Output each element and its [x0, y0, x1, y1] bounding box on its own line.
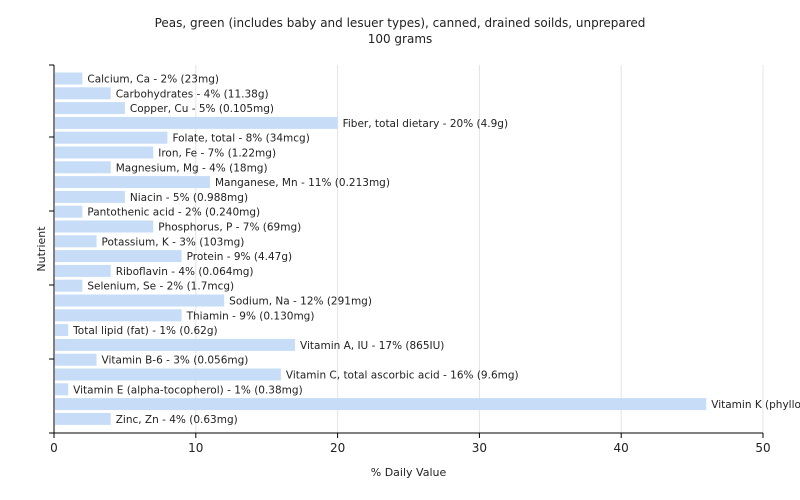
- bar: [55, 412, 111, 425]
- x-tick-label: 10: [188, 441, 203, 455]
- bar-label: Magnesium, Mg - 4% (18mg): [116, 162, 268, 174]
- bar: [55, 383, 69, 396]
- x-tick-label: 50: [755, 441, 770, 455]
- x-tick-label: 30: [472, 441, 487, 455]
- chart-title-block: Peas, green (includes baby and lesuer ty…: [0, 15, 800, 47]
- bar: [55, 264, 111, 277]
- bar-label: Protein - 9% (4.47g): [187, 251, 293, 263]
- x-tick-label: 0: [50, 441, 58, 455]
- bar: [55, 235, 97, 248]
- bar: [55, 102, 125, 115]
- bar-label: Vitamin C, total ascorbic acid - 16% (9.…: [286, 370, 519, 382]
- bar: [55, 368, 281, 381]
- bar: [55, 324, 69, 337]
- bar-label: Vitamin E (alpha-tocopherol) - 1% (0.38m…: [73, 384, 303, 396]
- bar-label: Copper, Cu - 5% (0.105mg): [130, 103, 274, 115]
- bars: Calcium, Ca - 2% (23mg) Carbohydrates - 4…: [55, 72, 800, 426]
- bar: [55, 250, 182, 263]
- bar: [55, 146, 154, 159]
- chart-title: Peas, green (includes baby and lesuer ty…: [154, 16, 646, 30]
- bar-label: Folate, total - 8% (34mcg): [172, 133, 309, 145]
- axes: 0 10 20 30 40 50: [49, 64, 771, 455]
- bar-label: Niacin - 5% (0.988mg): [130, 192, 248, 204]
- bar-label: Riboflavin - 4% (0.064mg): [116, 266, 254, 278]
- bar: [55, 338, 296, 351]
- bar-label: Pantothenic acid - 2% (0.240mg): [87, 207, 260, 219]
- x-tick-label: 40: [614, 441, 629, 455]
- bar: [55, 205, 83, 218]
- bar-label: Vitamin K (phylloquinone) - 46% (36.8mcg…: [711, 399, 800, 411]
- bar-label: Sodium, Na - 12% (291mg): [229, 296, 372, 308]
- bar: [55, 176, 210, 189]
- bar-label: Vitamin B-6 - 3% (0.056mg): [102, 355, 249, 367]
- bar-label: Vitamin A, IU - 17% (865IU): [300, 340, 444, 352]
- bar-label: Iron, Fe - 7% (1.22mg): [158, 148, 276, 160]
- bar: [55, 279, 83, 292]
- bar: [55, 72, 83, 85]
- bar-label: Selenium, Se - 2% (1.7mcg): [87, 281, 234, 293]
- bar: [55, 309, 182, 322]
- bar: [55, 131, 168, 144]
- bar: [55, 87, 111, 100]
- x-tick-label: 20: [330, 441, 345, 455]
- bar: [55, 190, 125, 203]
- bar-label: Carbohydrates - 4% (11.38g): [116, 88, 269, 100]
- y-axis-title: Nutrient: [35, 226, 48, 272]
- x-axis-title: % Daily Value: [371, 466, 447, 479]
- bar-label: Thiamin - 9% (0.130mg): [186, 310, 315, 322]
- bar: [55, 353, 97, 366]
- bar-label: Phosphorus, P - 7% (69mg): [158, 222, 301, 234]
- bar-label: Manganese, Mn - 11% (0.213mg): [215, 177, 390, 189]
- bar-label: Total lipid (fat) - 1% (0.62g): [72, 325, 217, 337]
- bar: [55, 294, 225, 307]
- bar: [55, 116, 338, 129]
- bar-label: Potassium, K - 3% (103mg): [102, 236, 245, 248]
- chart-subtitle: 100 grams: [367, 32, 433, 46]
- bar: [55, 220, 154, 233]
- bar-label: Calcium, Ca - 2% (23mg): [87, 74, 219, 86]
- bar: [55, 161, 111, 174]
- bar-label: Fiber, total dietary - 20% (4.9g): [343, 118, 508, 130]
- bar: [55, 398, 707, 411]
- bar-label: Zinc, Zn - 4% (0.63mg): [116, 414, 238, 426]
